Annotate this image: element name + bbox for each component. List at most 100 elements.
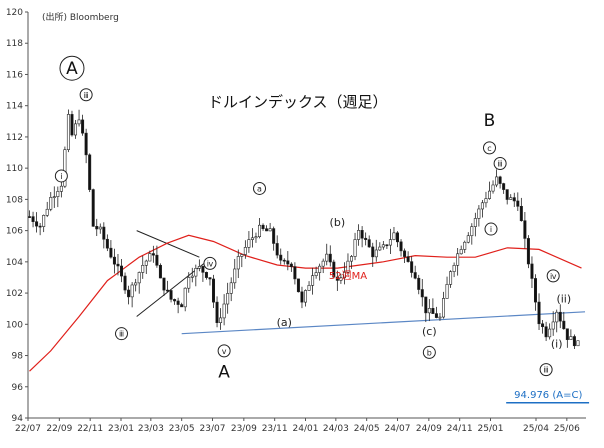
candle-body [169, 290, 173, 300]
wave-label-circle [59, 55, 85, 81]
candle-body [367, 239, 371, 248]
axes: 94 96 98 100 102 104 106 108 110 112 114 116 118 120 2… [6, 8, 586, 434]
candle-body [431, 308, 435, 314]
candle-body [477, 208, 481, 219]
candle-body [378, 246, 382, 251]
wave-label: (a) [277, 316, 292, 329]
candle-body [258, 224, 262, 238]
x-tick-label: 23/03 [138, 424, 164, 434]
target-line: 94.976 (A=C) [506, 390, 590, 404]
x-tick-label: 25/06 [554, 424, 580, 434]
wave-label-circle [493, 156, 507, 170]
wave-label: ⅳ [550, 272, 557, 281]
candle-body [342, 272, 346, 278]
wave-label-circle [54, 169, 68, 183]
candle-body [116, 263, 120, 267]
candle-body [88, 154, 92, 190]
candle-body [495, 176, 499, 186]
candle-body [392, 232, 396, 240]
candle-body [201, 266, 205, 273]
candle-body [144, 260, 148, 266]
candle-body [555, 311, 559, 323]
candle-body [537, 301, 541, 325]
candle-body [247, 239, 251, 248]
wave-label: ⅲ [84, 91, 89, 100]
wave-label: ⅲ [498, 159, 503, 168]
candle-body [187, 277, 191, 289]
candle-body [112, 256, 116, 265]
triangle-lower-line [136, 258, 211, 317]
y-tick-label: 104 [6, 258, 23, 268]
candle-body [311, 275, 315, 286]
candle-body [49, 197, 53, 210]
candle-body [194, 268, 198, 277]
candle-body [282, 259, 286, 262]
x-tick-label: 23/11 [262, 424, 288, 434]
candle-body [215, 301, 219, 323]
y-tick-label: 118 [6, 39, 23, 49]
candle-body [434, 313, 438, 318]
wave-label: ⅳ [207, 259, 214, 268]
x-tick-label: 22/07 [15, 424, 41, 434]
x-tick-label: 23/05 [169, 424, 195, 434]
candle-body [130, 284, 134, 298]
x-tick-label: 22/09 [46, 424, 72, 434]
source-label: (出所) Bloomberg [42, 11, 119, 23]
y-tick-label: 110 [6, 164, 23, 174]
candle-body [219, 317, 223, 323]
candle-body [63, 149, 67, 187]
candle-body [127, 289, 131, 298]
x-tick-label: 24/09 [416, 424, 442, 434]
x-tick-label: 23/01 [108, 424, 134, 434]
candle-body [456, 253, 460, 266]
candle-body [502, 183, 506, 190]
candle-body [385, 244, 389, 247]
candle-body [424, 296, 428, 314]
candle-body [491, 184, 495, 192]
candle-body [261, 224, 265, 230]
wave-label-circle [422, 345, 436, 359]
candle-body [498, 176, 502, 184]
wave-label: a [257, 184, 262, 193]
y-tick-label: 94 [12, 414, 24, 424]
y-tick-label: 112 [6, 133, 23, 143]
candle-body [197, 266, 201, 269]
support-line [181, 311, 586, 335]
candle-body [541, 323, 545, 328]
candle-body [155, 254, 159, 266]
candle-body [162, 277, 166, 291]
candle-body [558, 311, 562, 322]
candle-body [148, 253, 152, 262]
candle-body [374, 249, 378, 258]
candle-body [328, 253, 332, 263]
candle-body [466, 235, 470, 243]
candle-body [120, 265, 124, 277]
candle-body [265, 228, 269, 232]
wave-label-circle [203, 256, 217, 270]
y-tick-label: 100 [6, 320, 23, 330]
candle-body [307, 285, 311, 291]
candle-body [332, 261, 336, 278]
candle-body [403, 250, 407, 257]
candle-body [381, 244, 385, 248]
candle-body [357, 230, 361, 240]
candle-body [109, 247, 113, 258]
wave-label-circle [253, 181, 267, 195]
candle-body [304, 290, 308, 303]
candle-body [565, 328, 569, 340]
candlestick-series [28, 109, 580, 349]
wave-label: ⅰ [60, 172, 62, 181]
candle-body [353, 239, 357, 257]
candle-body [480, 202, 484, 210]
candle-body [279, 254, 283, 261]
candle-body [452, 265, 456, 272]
candle-body [441, 298, 445, 318]
wave-label: ⅲ [544, 366, 549, 375]
candle-body [410, 261, 414, 273]
candle-body [204, 272, 208, 278]
wave-label: (b) [330, 216, 346, 229]
candle-body [509, 197, 513, 200]
wave-label-circle [539, 363, 553, 377]
wave-label-circle [79, 88, 93, 102]
